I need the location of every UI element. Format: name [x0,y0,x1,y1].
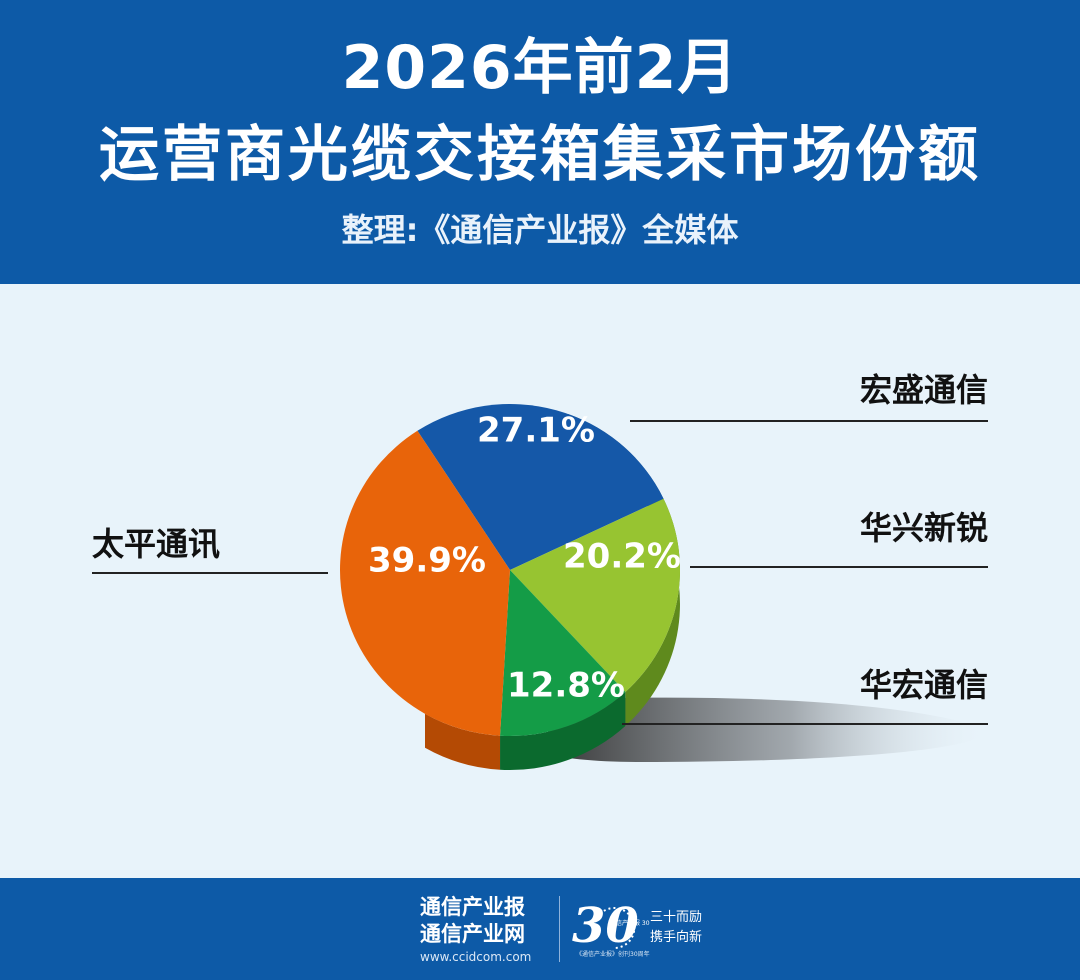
pie-shadow [548,697,990,762]
slogan: 三十而励 携手向新 [650,908,702,948]
website-url: www.ccidcom.com [420,950,532,964]
brand-name-newspaper: 通信产业报 [420,895,525,919]
footer-band: 通信产业报 通信产业网 www.ccidcom.com 30 通信产业报 30 … [0,878,1080,980]
slice-1-category-label: 宏盛通信 [860,371,988,409]
page-title-line2: 运营商光缆交接箱集采市场份额 [99,120,981,190]
slogan-line1: 三十而励 [650,910,703,925]
brand-name-website: 通信产业网 [420,922,525,946]
slice-4-太平通讯 [340,430,510,736]
anniversary-logo: 30 通信产业报 30 YEARS 《通信产业报》创刊30周年 [570,892,671,964]
slice-4-category-label: 太平通讯 [92,525,220,563]
anniversary-emblem: 30 通信产业报 30 YEARS 《通信产业报》创刊30周年 [572,898,671,958]
anniversary-small-text: 通信产业报 30 YEARS [610,919,650,927]
slice-3-value-label: 12.8% [507,666,625,706]
slice-2-side [625,498,680,726]
pie-chart: 27.1% 宏盛通信 20.2% 华兴新锐 12.8% 华宏通信 39.9% 太平通讯 [92,371,990,770]
anniversary-caption: 《通信产业报》创刊30周年 [576,950,650,958]
slice-4-value-label: 39.9% [368,541,486,581]
page-subtitle: 整理:《通信产业报》全媒体 [341,211,739,249]
slice-3-side [500,691,626,770]
slice-3-category-label: 华宏通信 [860,666,988,704]
slice-4-side [425,713,501,770]
slice-2-category-label: 华兴新锐 [860,509,988,547]
slice-2-value-label: 20.2% [563,537,681,577]
slice-2-华兴新锐 [510,498,680,692]
page-title-line1: 2026年前2月 [341,33,739,103]
anniversary-number: 30 [572,898,639,954]
slice-3-华宏通信 [500,570,626,736]
header-banner: 2026年前2月 运营商光缆交接箱集采市场份额 整理:《通信产业报》全媒体 [0,0,1080,284]
footer-divider [559,896,560,962]
slogan-line2: 携手向新 [650,930,703,945]
pie-chart-area: 27.1% 宏盛通信 20.2% 华兴新锐 12.8% 华宏通信 39.9% 太平通讯 [0,284,1080,878]
brand-block: 通信产业报 通信产业网 www.ccidcom.com [420,894,550,966]
slice-1-宏盛通信 [417,404,664,570]
slice-1-value-label: 27.1% [477,411,595,451]
